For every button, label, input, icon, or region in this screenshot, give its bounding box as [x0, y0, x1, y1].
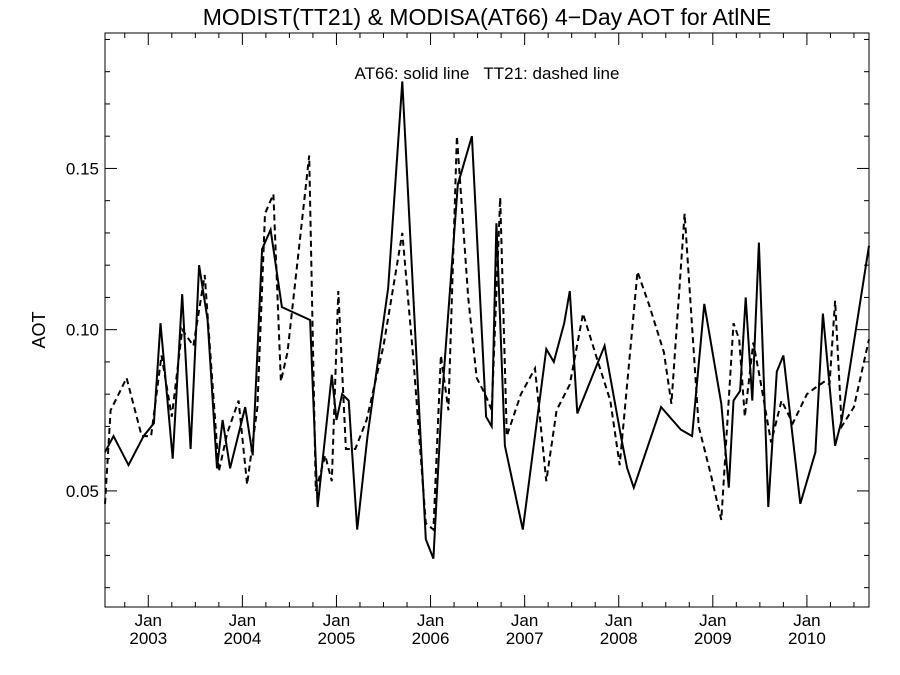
- x-tick-year-label: 2003: [129, 629, 167, 648]
- chart-title: MODIST(TT21) & MODISA(AT66) 4−Day AOT fo…: [203, 4, 772, 30]
- x-tick-month-label: Jan: [323, 611, 350, 630]
- y-tick-label: 0.05: [66, 482, 99, 501]
- x-tick-month-label: Jan: [417, 611, 444, 630]
- x-tick-year-label: 2007: [506, 629, 544, 648]
- x-tick-month-label: Jan: [229, 611, 256, 630]
- y-axis-label: AOT: [29, 311, 49, 348]
- x-tick-year-label: 2006: [412, 629, 450, 648]
- plot-frame: [104, 32, 870, 608]
- x-tick-month-label: Jan: [699, 611, 726, 630]
- series-line-at66: [104, 81, 870, 559]
- y-tick-label: 0.10: [66, 321, 99, 340]
- x-tick-month-label: Jan: [793, 611, 820, 630]
- axis-ticks: 0.050.100.15Jan2003Jan2004Jan2005Jan2006…: [66, 33, 869, 648]
- line-style-annotation: AT66: solid line TT21: dashed line: [355, 64, 620, 83]
- x-tick-month-label: Jan: [605, 611, 632, 630]
- x-tick-year-label: 2008: [600, 629, 638, 648]
- x-tick-month-label: Jan: [135, 611, 162, 630]
- x-tick-year-label: 2005: [318, 629, 356, 648]
- x-tick-year-label: 2009: [694, 629, 732, 648]
- x-tick-year-label: 2004: [223, 629, 261, 648]
- x-tick-month-label: Jan: [511, 611, 538, 630]
- x-tick-year-label: 2010: [788, 629, 826, 648]
- y-tick-label: 0.15: [66, 159, 99, 178]
- series-layer: [104, 81, 870, 559]
